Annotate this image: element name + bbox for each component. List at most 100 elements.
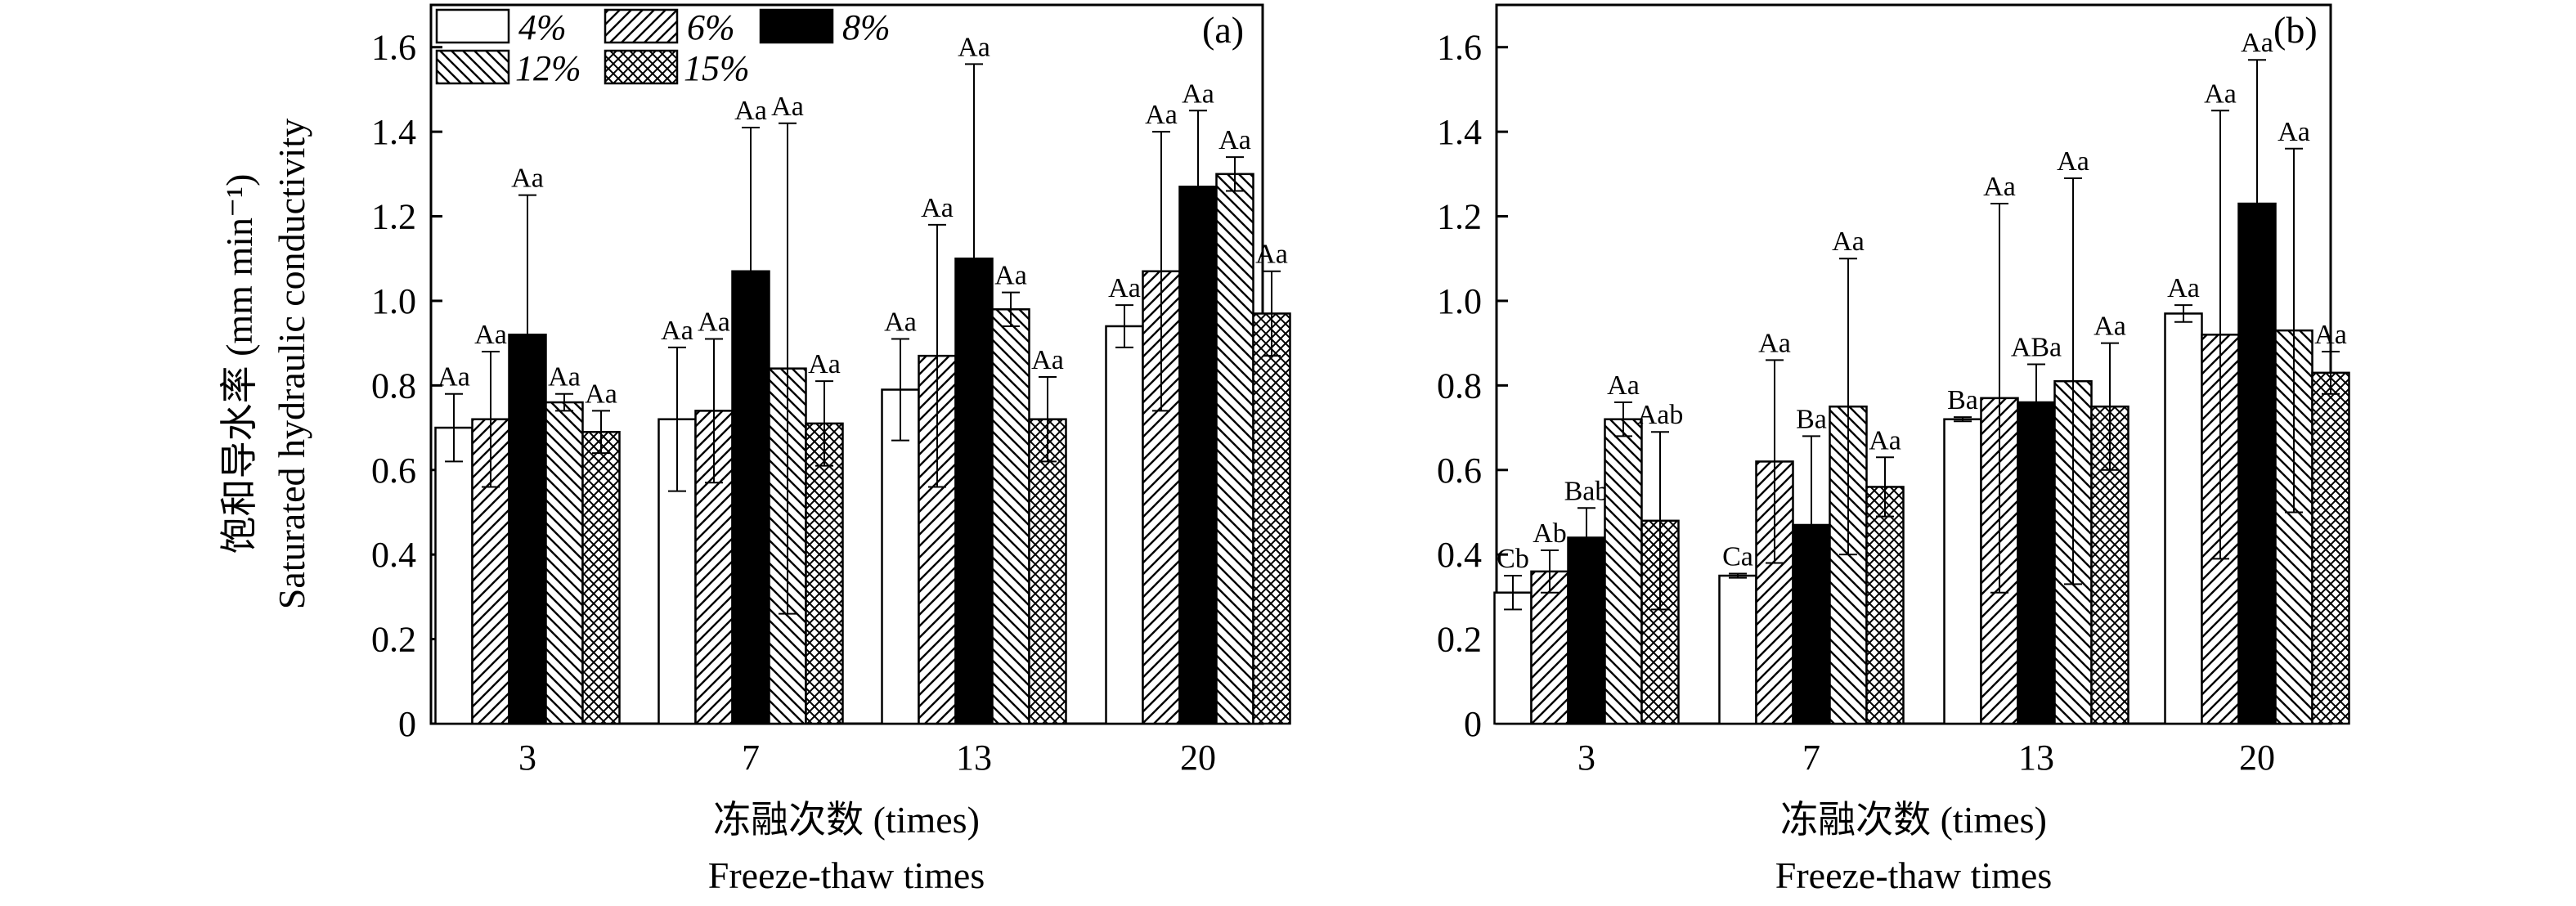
- bar-b: [1493, 591, 1533, 725]
- x-axis-title-en-a: Freeze-thaw times: [708, 854, 985, 896]
- significance-label-a: Aa: [661, 316, 693, 346]
- bar-a: [545, 401, 584, 725]
- significance-label-a: Aa: [994, 261, 1027, 291]
- y-tick-label-b: 0.2: [1437, 620, 1482, 660]
- bar-a: [1215, 173, 1254, 725]
- significance-label-b: Cb: [1497, 544, 1529, 574]
- bar-b: [1604, 418, 1643, 725]
- x-tick-label-b: 20: [2239, 738, 2275, 778]
- legend-label-8: 8%: [842, 7, 891, 47]
- significance-label-b: ABa: [2011, 333, 2062, 363]
- panel-label-b: (b): [2273, 9, 2318, 51]
- legend-item-4: 4%: [435, 7, 567, 47]
- bar-a: [1105, 325, 1144, 725]
- x-axis-title-en-b: Freeze-thaw times: [1775, 854, 2052, 896]
- y-axis-b: 0 0.2 0.4 0.6 0.8 1.0 1.2 1.4 1.6: [1437, 28, 1508, 744]
- legend-item-15: 15%: [604, 48, 750, 88]
- legend-swatch-4: [435, 8, 510, 44]
- y-axis-a: 0 0.2 0.4 0.6 0.8 1.0 1.2 1.4 1.6: [371, 28, 442, 744]
- x-axis-title-zh-a: 冻融次数 (times): [713, 799, 980, 841]
- significance-label-b: Ab: [1533, 518, 1567, 549]
- significance-label-b: Aa: [2314, 320, 2347, 350]
- bar-b: [2311, 371, 2350, 725]
- legend-label-6: 6%: [687, 7, 735, 47]
- y-tick-label-a: 0.4: [371, 535, 416, 575]
- bar-b: [1567, 536, 1606, 725]
- significance-label-a: Aa: [1182, 78, 1214, 109]
- legend-swatch-15: [604, 49, 679, 85]
- y-tick-label-b: 1.2: [1437, 197, 1482, 237]
- bar-b: [2274, 329, 2313, 725]
- bar-a: [991, 308, 1030, 725]
- significance-label-a: Aa: [474, 320, 507, 350]
- legend-label-12: 12%: [515, 48, 581, 88]
- y-tick-label-a: 1.0: [371, 281, 416, 321]
- legend-swatch-6: [604, 8, 679, 44]
- significance-label-b: Aab: [1637, 400, 1684, 430]
- y-tick-label-b: 1.6: [1437, 28, 1482, 68]
- significance-label-b: Aa: [2278, 117, 2310, 147]
- y-tick-label-a: 0: [398, 704, 416, 744]
- significance-label-b: Bab: [1564, 476, 1609, 506]
- x-tick-label-b: 13: [2018, 738, 2054, 778]
- panel-label-a: (a): [1202, 9, 1244, 51]
- significance-label-a: Aa: [734, 96, 767, 126]
- significance-label-a: Aa: [438, 362, 470, 392]
- x-tick-label-b: 7: [1802, 738, 1820, 778]
- bar-a: [1028, 418, 1067, 725]
- significance-label-a: Aa: [1145, 100, 1178, 130]
- significance-label-b: Ca: [1722, 541, 1753, 572]
- bar-b: [1530, 570, 1569, 725]
- y-axis-title-en: Saturated hydraulic conductivity: [271, 119, 312, 609]
- x-axis-b: 3 7 13 20: [1577, 712, 2275, 778]
- significance-label-a: Aa: [1108, 273, 1141, 303]
- bar-a: [805, 422, 844, 725]
- bar-b: [1865, 486, 1905, 725]
- significance-label-b: Aa: [2167, 273, 2200, 303]
- significance-label-b: Aa: [1758, 328, 1791, 358]
- legend-label-4: 4%: [518, 7, 567, 47]
- significance-label-b: Ba: [1947, 385, 1978, 415]
- significance-label-a: Aa: [1255, 240, 1288, 270]
- significance-label-a: Aa: [511, 164, 544, 194]
- y-axis-title-zh: 饱和导水率 (mm min⁻¹): [218, 174, 260, 554]
- y-tick-label-b: 0.6: [1437, 451, 1482, 491]
- y-tick-label-a: 0.2: [371, 620, 416, 660]
- significance-label-a: Aa: [771, 92, 804, 122]
- significance-label-b: Ba: [1796, 404, 1827, 434]
- significance-label-a: Aa: [1218, 125, 1251, 155]
- bar-b: [1718, 574, 1757, 725]
- significance-label-a: Aa: [548, 362, 581, 392]
- y-tick-label-b: 1.0: [1437, 281, 1482, 321]
- bar-a: [434, 426, 473, 725]
- legend-item-6: 6%: [604, 7, 735, 47]
- significance-label-b: Aa: [1983, 172, 2016, 202]
- significance-label-b: Aa: [2094, 312, 2126, 342]
- panel-a: 00.20.40.60.81.01.21.41.6 3 7 13 20 AaAaAaA…: [218, 3, 1291, 896]
- significance-label-b: Aa: [2241, 28, 2273, 58]
- legend-swatch-8: [759, 8, 834, 44]
- y-tick-label-a: 1.4: [371, 112, 416, 152]
- y-tick-label-a: 0.6: [371, 451, 416, 491]
- bars-b: CbAbBabAaAabCaAaBaAaAaBaAaABaAaAaAaAaAaA…: [1493, 28, 2350, 725]
- legend-item-8: 8%: [759, 7, 891, 47]
- legend: 4% 6% 8% 12% 15%: [435, 7, 891, 88]
- significance-label-a: Aa: [958, 32, 990, 62]
- significance-label-b: Aa: [1869, 425, 1901, 455]
- significance-label-a: Aa: [884, 307, 917, 337]
- significance-label-a: Aa: [585, 379, 617, 409]
- significance-label-b: Aa: [1607, 370, 1640, 401]
- legend-label-15: 15%: [684, 48, 750, 88]
- bar-a: [581, 430, 621, 725]
- significance-label-a: Aa: [808, 349, 841, 379]
- y-tick-label-a: 1.6: [371, 28, 416, 68]
- significance-label-a: Aa: [921, 193, 954, 223]
- x-tick-label-a: 7: [742, 738, 760, 778]
- y-tick-label-a: 1.2: [371, 197, 416, 237]
- bar-b: [1943, 418, 1982, 725]
- significance-label-b: Aa: [1832, 226, 1865, 257]
- y-tick-label-b: 1.4: [1437, 112, 1482, 152]
